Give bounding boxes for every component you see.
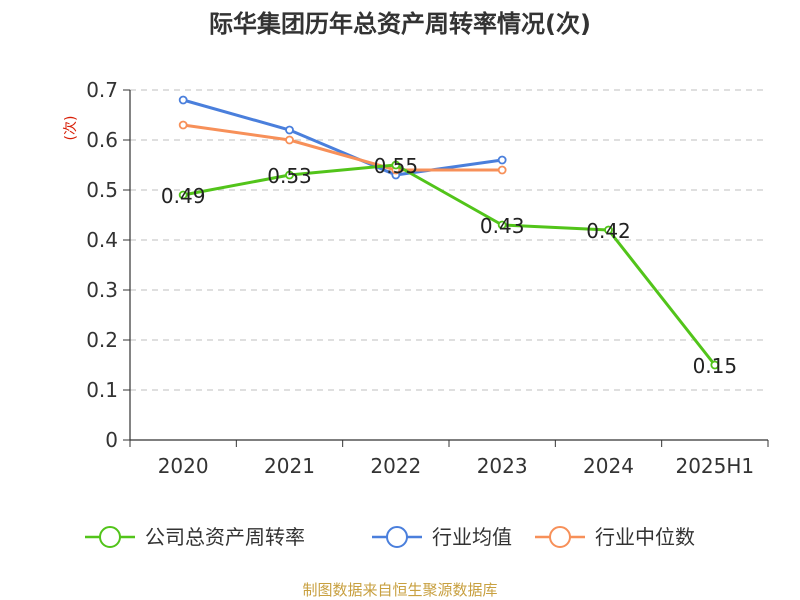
data-point[interactable] (497, 165, 507, 175)
legend-item[interactable]: 公司总资产周转率 (85, 525, 305, 549)
data-point[interactable] (497, 155, 507, 165)
chart-title: 际华集团历年总资产周转率情况(次) (209, 10, 591, 38)
legend-marker (549, 526, 571, 548)
data-label: 0.43 (480, 214, 525, 238)
legend-label: 行业均值 (432, 525, 512, 549)
data-point[interactable] (178, 95, 188, 105)
y-tick-label: 0.3 (86, 278, 118, 302)
data-label: 0.15 (693, 354, 738, 378)
data-point[interactable] (710, 360, 720, 370)
x-tick-label: 2023 (477, 454, 528, 478)
legend-marker (99, 526, 121, 548)
data-point[interactable] (285, 125, 294, 135)
y-tick-label: 0 (105, 428, 118, 452)
series-line (182, 163, 717, 366)
data-point[interactable] (178, 190, 188, 200)
data-label: 0.42 (586, 219, 631, 243)
data-label: 0.53 (267, 164, 312, 188)
data-label: 0.49 (161, 184, 206, 208)
legend-marker (386, 526, 408, 548)
x-tick-label: 2025H1 (675, 454, 754, 478)
legend[interactable]: 公司总资产周转率 行业均值 行业中位数 (85, 525, 695, 549)
x-tick-label: 2020 (158, 454, 209, 478)
series-line (182, 123, 503, 172)
y-tick-label: 0.2 (86, 328, 118, 352)
data-point[interactable] (604, 225, 613, 235)
data-point[interactable] (178, 120, 188, 130)
grid-lines (130, 89, 768, 391)
data-labels: 0.49 0.53 0.55 0.43 0.42 0.15 (161, 154, 737, 378)
legend-label: 公司总资产周转率 (145, 525, 305, 549)
data-point[interactable] (497, 220, 507, 230)
x-tick-label: 2021 (264, 454, 315, 478)
y-tick-label: 0.1 (86, 378, 118, 402)
data-point[interactable] (285, 170, 294, 180)
legend-item[interactable]: 行业均值 (372, 525, 512, 549)
legend-label: 行业中位数 (595, 525, 695, 549)
data-point[interactable] (285, 135, 294, 145)
y-axis-label: (次) (63, 116, 79, 141)
data-point[interactable] (391, 160, 401, 170)
y-tick-label: 0.6 (86, 128, 118, 152)
series-group (178, 95, 720, 370)
legend-item[interactable]: 行业中位数 (535, 525, 695, 549)
source-note: 制图数据来自恒生聚源数据库 (302, 581, 497, 599)
axes: 0 0.1 0.2 0.3 0.4 0.5 0.6 0.7 2020 2021 2022 2023 20… (86, 78, 769, 478)
x-tick-label: 2024 (583, 454, 634, 478)
y-tick-label: 0.4 (86, 228, 118, 252)
data-label: 0.55 (374, 154, 419, 178)
series-line (182, 98, 503, 177)
y-tick-label: 0.5 (86, 178, 118, 202)
x-tick-label: 2022 (370, 454, 421, 478)
y-tick-label: 0.7 (86, 78, 118, 102)
